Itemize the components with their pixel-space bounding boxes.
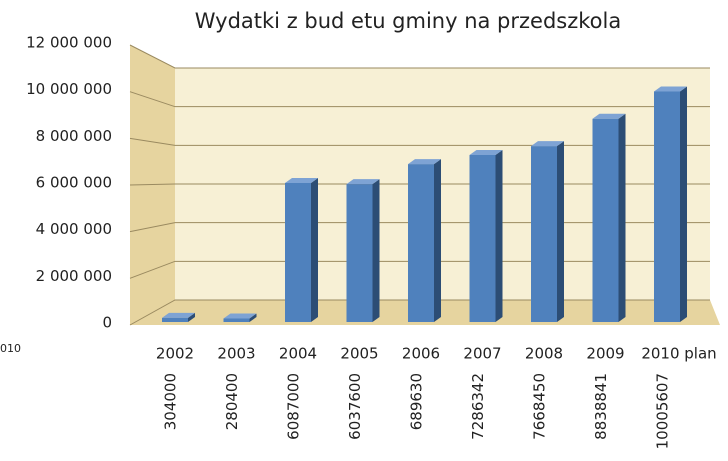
fragment: 010 [0,342,21,355]
bar-top [223,313,257,319]
value-label: 689630 [408,373,426,430]
bar [654,86,687,323]
value-label: 8838841 [592,373,610,440]
bar-front [469,154,496,322]
bar-top [346,179,380,185]
bar [346,179,380,322]
bar-front [162,317,188,322]
bar-top [592,113,626,119]
y-tick-label: 0 [102,314,112,332]
value-label: 280400 [223,373,241,430]
bar-top [162,312,195,318]
bar-front [223,318,250,322]
x-tick-label: 2009 [586,345,624,363]
x-tick-label: 2002 [156,345,194,363]
x-tick-label: 2006 [402,345,440,363]
bar-side [434,159,441,322]
bar-top [469,149,503,155]
y-tick-label: 4 000 000 [36,220,112,238]
bar-side [372,179,380,322]
x-tick-label: 2003 [217,345,255,363]
bar [408,159,441,322]
x-tick-label: 2008 [525,345,563,363]
bar [531,141,564,322]
value-label: 7286342 [469,373,487,440]
grid-line [129,137,710,146]
value-label: 6087000 [285,373,303,440]
bar [162,312,195,322]
bar-side [618,113,626,322]
bar-top [285,177,318,183]
x-tick-label: 2010 plan [641,345,716,363]
bar-side [249,313,257,322]
value-label: 7668450 [531,373,549,440]
bar-top [408,159,441,165]
bar-front [346,184,373,322]
y-tick-label: 12 000 000 [26,34,112,52]
grid-line [129,44,710,69]
grid-line [129,91,710,108]
bar [592,113,626,322]
bar-side [557,141,564,322]
bar-front [592,118,619,322]
value-label: 10005607 [654,373,672,449]
bar-front [408,164,434,322]
y-tick-label: 8 000 000 [36,127,112,145]
bar-front [531,146,557,322]
bar-top [531,141,564,147]
y-tick-label: 6 000 000 [36,174,112,192]
x-tick-label: 2004 [279,345,317,363]
bar-side [311,177,318,322]
y-tick-label: 10 000 000 [26,80,112,98]
bar [223,313,257,322]
bar-top [654,86,687,92]
x-tick-label: 2005 [340,345,378,363]
bar [469,149,503,322]
value-label: 6037600 [346,373,364,440]
bar-side [680,86,687,323]
bar-front [654,91,680,323]
chart-title: Wydatki z bud etu gminy na przedszkola [195,9,621,33]
bar-front [285,182,311,322]
y-tick-label: 2 000 000 [36,267,112,285]
bar [285,177,318,322]
value-label: 304000 [162,373,180,430]
bar-side [495,149,503,322]
x-tick-label: 2007 [463,345,501,363]
bar-side [188,312,195,322]
